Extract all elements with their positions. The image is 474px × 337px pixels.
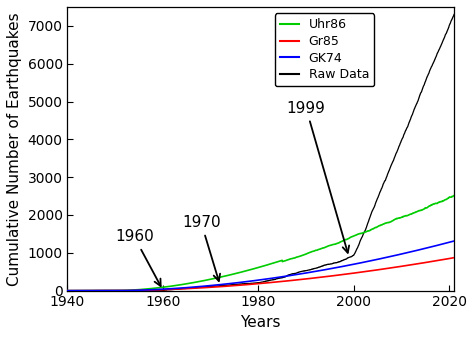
GK74 [440,242,446,246]
Raw Data [446,26,451,30]
Gr85 [451,256,457,260]
GK74 [84,288,90,293]
GK74 [64,288,70,293]
Raw Data [64,288,70,293]
Line: GK74: GK74 [67,241,454,290]
Uhr86 [369,227,375,231]
Uhr86 [440,199,446,203]
Legend: Uhr86, Gr85, GK74, Raw Data: Uhr86, Gr85, GK74, Raw Data [275,13,374,87]
GK74 [253,278,258,282]
Gr85 [242,283,248,287]
Text: 1960: 1960 [115,229,161,286]
Gr85 [253,282,258,286]
Raw Data [410,110,416,114]
Gr85 [64,288,70,293]
Text: 1999: 1999 [287,101,349,253]
Uhr86 [84,288,90,293]
Raw Data [267,278,273,282]
Uhr86 [253,266,258,270]
Gr85 [440,257,446,262]
Y-axis label: Cumulative Number of Earthquakes: Cumulative Number of Earthquakes [7,12,22,285]
X-axis label: Years: Years [240,315,281,330]
Uhr86 [440,199,446,203]
Gr85 [440,257,446,262]
GK74 [242,280,248,284]
Line: Raw Data: Raw Data [67,14,454,290]
GK74 [369,258,375,263]
Text: 1970: 1970 [182,215,220,281]
Raw Data [405,123,411,127]
Gr85 [84,288,90,293]
Raw Data [328,262,334,266]
Line: Uhr86: Uhr86 [67,195,454,290]
Gr85 [369,269,375,273]
Uhr86 [64,288,70,293]
Uhr86 [451,193,457,197]
Raw Data [451,12,457,17]
Raw Data [447,23,453,27]
Line: Gr85: Gr85 [67,258,454,290]
GK74 [451,239,457,243]
Uhr86 [242,269,248,273]
GK74 [440,242,446,246]
